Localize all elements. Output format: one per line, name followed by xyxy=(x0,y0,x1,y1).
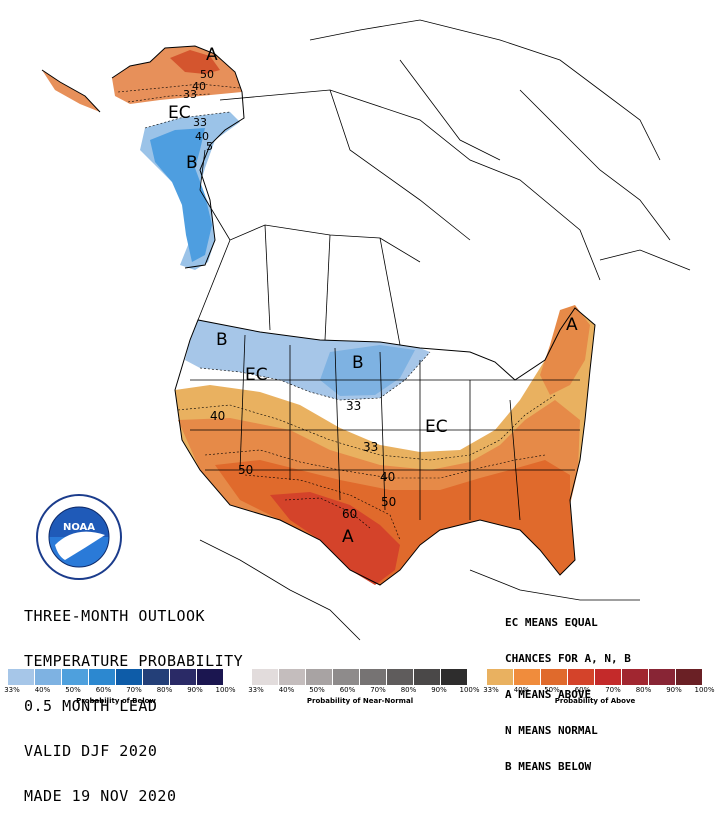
label-ec-northwest: EC xyxy=(245,365,268,385)
tick-above-4: 70% xyxy=(605,686,621,694)
contours xyxy=(117,83,556,541)
swatch-above-2 xyxy=(541,669,568,685)
swatch-above-0 xyxy=(487,669,514,685)
label-ec-alaska: EC xyxy=(168,103,191,123)
note-line-4: N MEANS NORMAL xyxy=(505,724,598,737)
swatch-normal-7 xyxy=(441,669,468,685)
swatch-normal-2 xyxy=(306,669,333,685)
tick-below-7: 100% xyxy=(215,686,236,694)
title-line-4: VALID DJF 2020 xyxy=(24,742,158,760)
label-a-northeast: A xyxy=(566,315,578,335)
tick-normal-7: 100% xyxy=(459,686,480,694)
tick-above-3: 60% xyxy=(574,686,591,694)
swatch-normal-3 xyxy=(333,669,360,685)
swatch-normal-4 xyxy=(360,669,387,685)
tick-normal-0: 33% xyxy=(248,686,264,694)
swatch-above-5 xyxy=(622,669,649,685)
swatch-above-6 xyxy=(649,669,676,685)
title-line-5: MADE 19 NOV 2020 xyxy=(24,787,177,805)
tick-above-1: 40% xyxy=(513,686,530,694)
contour-40-alaska: 40 xyxy=(192,80,206,93)
contour-50-west: 50 xyxy=(238,463,253,477)
swatch-normal-1 xyxy=(279,669,306,685)
tick-below-1: 40% xyxy=(34,686,51,694)
swatch-below-7 xyxy=(197,669,224,685)
swatch-normal-5 xyxy=(387,669,414,685)
tick-above-2: 50% xyxy=(544,686,560,694)
swatch-above-1 xyxy=(514,669,541,685)
swatch-below-4 xyxy=(116,669,143,685)
contour-33-central: 33 xyxy=(363,440,378,454)
tick-below-2: 50% xyxy=(65,686,81,694)
contour-40-west: 40 xyxy=(210,409,225,423)
swatch-below-3 xyxy=(89,669,116,685)
note-line-1: EC MEANS EQUAL xyxy=(505,616,598,629)
title-line-1: THREE-MONTH OUTLOOK xyxy=(24,607,206,625)
contour-50-alaska-below: 5 xyxy=(206,140,213,153)
tick-above-0: 33% xyxy=(483,686,499,694)
swatch-below-6 xyxy=(170,669,197,685)
tick-normal-6: 90% xyxy=(431,686,447,694)
swatch-below-5 xyxy=(143,669,170,685)
swatch-above-4 xyxy=(595,669,622,685)
scale-normal xyxy=(252,669,468,685)
noaa-logo: NOAA xyxy=(36,494,122,580)
tick-above-5: 80% xyxy=(635,686,652,694)
conus-region xyxy=(174,305,596,586)
scale-above xyxy=(487,669,703,685)
swatch-above-3 xyxy=(568,669,595,685)
swatch-normal-0 xyxy=(252,669,279,685)
contour-33-plains: 33 xyxy=(346,399,361,413)
label-b-northwest: B xyxy=(216,330,228,350)
scale-label-below: Probability of Below xyxy=(76,697,156,705)
tick-below-4: 70% xyxy=(126,686,142,694)
contour-50-alaska: 50 xyxy=(200,68,214,81)
note-line-2: CHANCES FOR A, N, B xyxy=(505,652,631,665)
contour-33-alaska: 33 xyxy=(183,88,197,101)
tick-above-7: 100% xyxy=(694,686,715,694)
tick-normal-5: 80% xyxy=(400,686,417,694)
tick-below-6: 90% xyxy=(187,686,203,694)
swatch-below-0 xyxy=(8,669,35,685)
scale-below xyxy=(8,669,224,685)
label-ec-east: EC xyxy=(425,417,448,437)
tick-below-0: 33% xyxy=(4,686,20,694)
swatch-below-2 xyxy=(62,669,89,685)
tick-below-5: 80% xyxy=(156,686,173,694)
map-labels: A EC B B EC B EC A A 50 40 33 33 40 5 40… xyxy=(168,45,578,547)
scale-label-above: Probability of Above xyxy=(554,697,636,705)
label-a-alaska: A xyxy=(206,45,218,65)
tick-normal-2: 50% xyxy=(309,686,325,694)
label-b-alaska: B xyxy=(186,153,198,173)
tick-normal-4: 70% xyxy=(370,686,386,694)
boundary-lines xyxy=(190,19,691,641)
tick-above-6: 90% xyxy=(666,686,682,694)
swatch-below-1 xyxy=(35,669,62,685)
contour-50-central: 50 xyxy=(381,495,396,509)
note-line-5: B MEANS BELOW xyxy=(505,760,592,773)
label-b-plains: B xyxy=(352,353,364,373)
tick-below-3: 60% xyxy=(95,686,112,694)
contour-33-alaska-below: 33 xyxy=(193,116,207,129)
contour-40-central: 40 xyxy=(380,470,395,484)
outlook-map: A EC B B EC B EC A A 50 40 33 33 40 5 40… xyxy=(36,19,691,641)
alaska-region xyxy=(41,45,245,270)
swatch-normal-6 xyxy=(414,669,441,685)
contour-40-alaska-below: 40 xyxy=(195,130,209,143)
swatch-above-7 xyxy=(676,669,703,685)
title-line-2: TEMPERATURE PROBABILITY xyxy=(24,652,244,670)
noaa-logo-text: NOAA xyxy=(63,522,95,533)
tick-normal-3: 60% xyxy=(339,686,356,694)
tick-normal-1: 40% xyxy=(278,686,295,694)
note-line-3: A MEANS ABOVE xyxy=(505,688,592,701)
label-a-southwest: A xyxy=(342,527,354,547)
scale-label-normal: Probability of Near-Normal xyxy=(306,697,414,705)
contour-60-southwest: 60 xyxy=(342,507,357,521)
